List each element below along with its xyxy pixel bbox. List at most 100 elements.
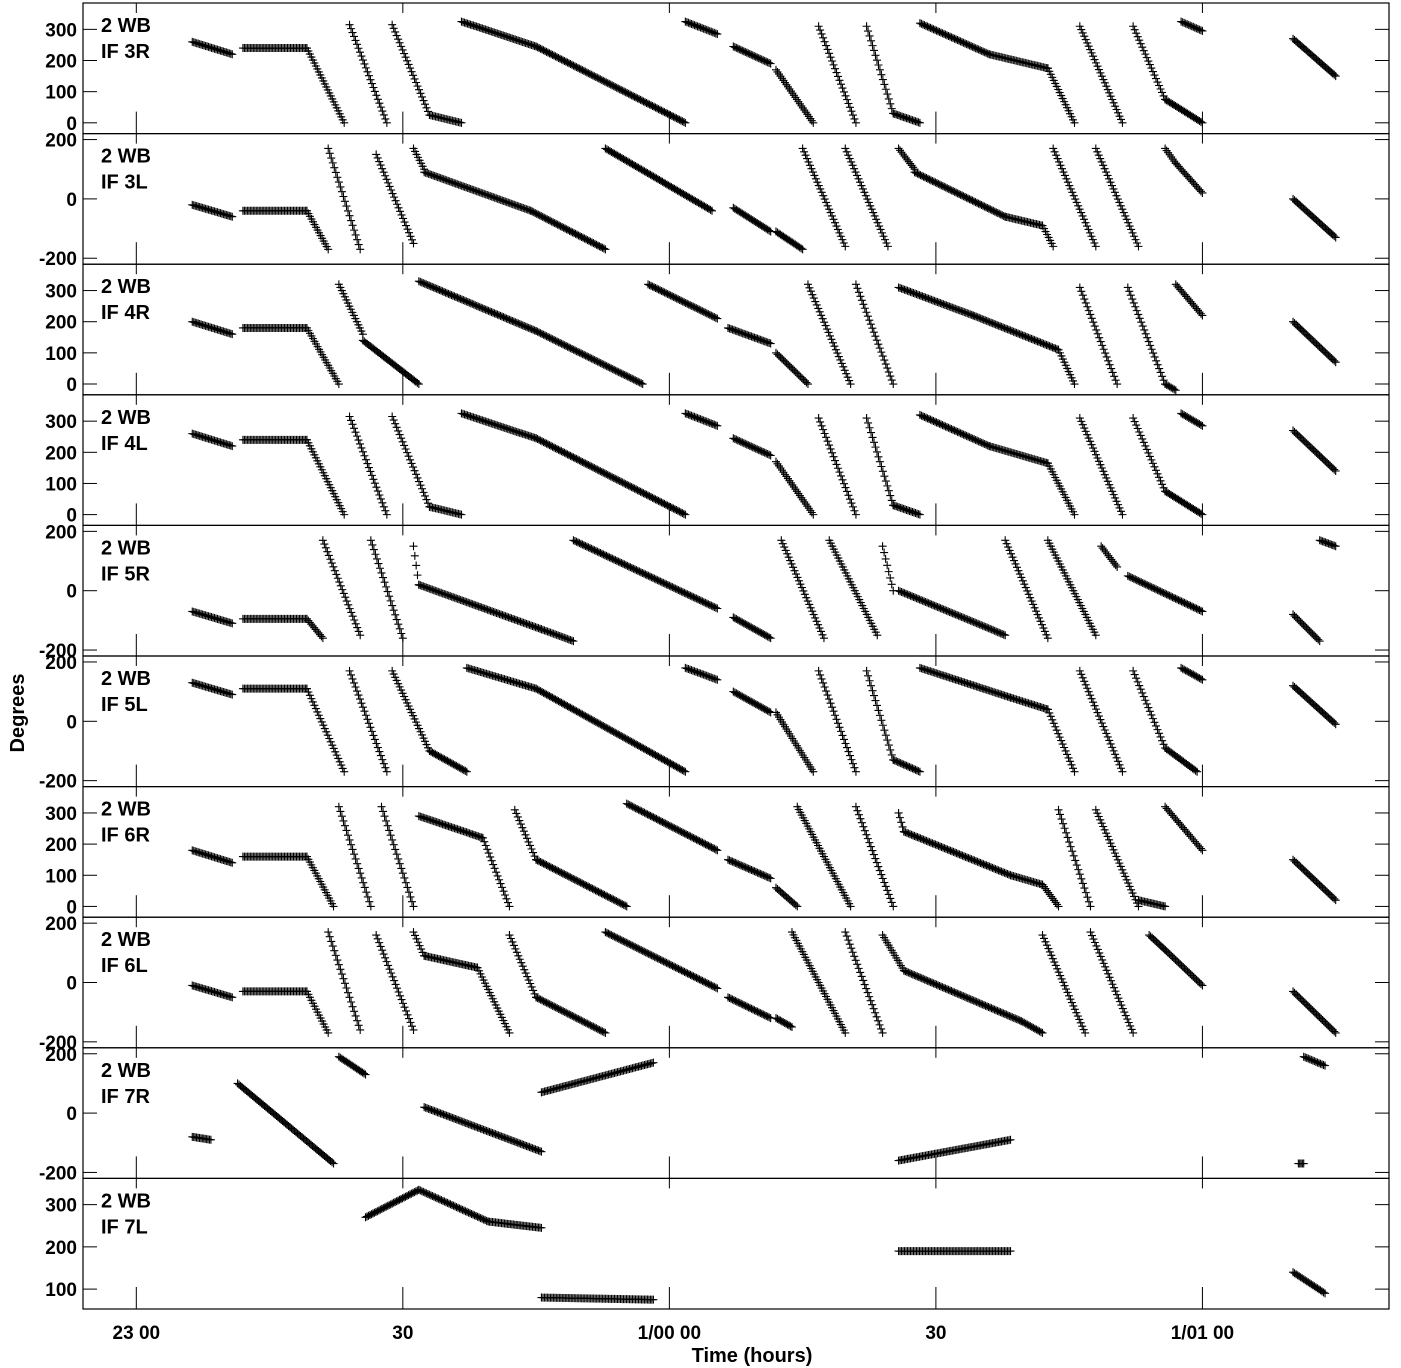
data-point — [1135, 681, 1144, 690]
data-point — [364, 463, 373, 472]
data-point — [1110, 372, 1119, 381]
data-point — [375, 747, 384, 756]
data-point — [351, 36, 360, 45]
data-point — [1051, 722, 1060, 731]
data-point — [1074, 865, 1083, 874]
data-point — [395, 38, 404, 47]
data-point — [1086, 902, 1095, 911]
data-point — [871, 332, 880, 341]
data-point — [1135, 36, 1144, 45]
data-point — [815, 307, 824, 316]
data-point — [884, 94, 893, 103]
data-point — [398, 869, 407, 878]
data-point — [505, 902, 514, 911]
data-point — [837, 359, 846, 368]
data-point — [1136, 685, 1145, 694]
y-tick-label: 200 — [45, 653, 77, 674]
data-point — [1152, 356, 1161, 365]
y-tick-label: 300 — [45, 20, 77, 41]
data-point — [1090, 322, 1099, 331]
data-point — [1081, 35, 1090, 44]
data-point — [357, 873, 366, 882]
data-point — [845, 154, 854, 163]
data-point — [323, 547, 332, 556]
data-point — [1151, 466, 1160, 475]
data-point — [826, 699, 835, 708]
data-point — [416, 481, 425, 490]
data-point — [848, 759, 857, 768]
data-point — [887, 376, 896, 385]
data-point — [333, 574, 342, 583]
data-point — [358, 447, 367, 456]
data-point — [873, 218, 882, 227]
data-point — [421, 491, 430, 500]
data-point — [1061, 746, 1070, 755]
data-point — [1099, 75, 1108, 84]
data-point — [1096, 715, 1105, 724]
data-point — [357, 699, 366, 708]
data-point — [383, 821, 392, 830]
data-point — [503, 898, 512, 907]
data-point — [360, 707, 369, 716]
y-tick-label: 300 — [45, 282, 77, 303]
data-point — [864, 418, 873, 427]
data-point — [391, 610, 400, 619]
data-point — [834, 72, 843, 81]
data-point — [325, 149, 334, 158]
data-point — [337, 812, 346, 821]
data-point — [1153, 469, 1162, 478]
data-point — [878, 228, 887, 237]
data-point — [875, 344, 884, 353]
data-point — [805, 283, 814, 292]
data-point — [483, 845, 492, 854]
data-point — [1098, 341, 1107, 350]
data-point — [342, 202, 351, 211]
data-point — [1070, 767, 1079, 776]
data-point — [814, 414, 823, 423]
data-point — [518, 823, 527, 832]
data-point — [394, 203, 403, 212]
data-point — [358, 56, 367, 65]
data-point — [397, 629, 406, 638]
data-point — [838, 731, 847, 740]
data-point — [1130, 25, 1139, 34]
data-point — [874, 452, 883, 461]
data-point — [862, 414, 871, 423]
data-point — [490, 864, 499, 873]
data-point — [842, 369, 851, 378]
data-point — [839, 238, 848, 247]
data-point — [819, 33, 828, 42]
data-point — [357, 443, 366, 452]
data-point — [865, 31, 874, 40]
data-point — [867, 36, 876, 45]
data-point — [1114, 108, 1123, 117]
data-point — [829, 452, 838, 461]
data-point — [1147, 64, 1156, 73]
y-tick-label: 0 — [66, 582, 77, 603]
data-point — [335, 578, 344, 587]
data-point — [394, 35, 403, 44]
data-point — [1086, 310, 1095, 319]
data-point — [1069, 764, 1078, 773]
data-point — [1123, 283, 1132, 292]
data-point — [886, 894, 895, 903]
panel-label-if: IF 4R — [101, 302, 150, 324]
data-point — [1046, 712, 1055, 721]
data-point — [841, 739, 850, 748]
data-point — [832, 222, 841, 231]
data-point — [881, 554, 890, 563]
data-point — [377, 802, 386, 811]
data-point — [1092, 58, 1100, 67]
data-point — [481, 841, 490, 850]
data-point — [527, 845, 536, 854]
panel-frame — [82, 133, 1390, 265]
data-point — [521, 830, 530, 839]
data-point — [367, 471, 376, 480]
data-point — [373, 95, 382, 104]
data-point — [878, 874, 887, 883]
data-point — [1139, 692, 1148, 701]
data-point — [345, 604, 354, 613]
data-point — [844, 99, 853, 108]
data-point — [354, 864, 363, 873]
